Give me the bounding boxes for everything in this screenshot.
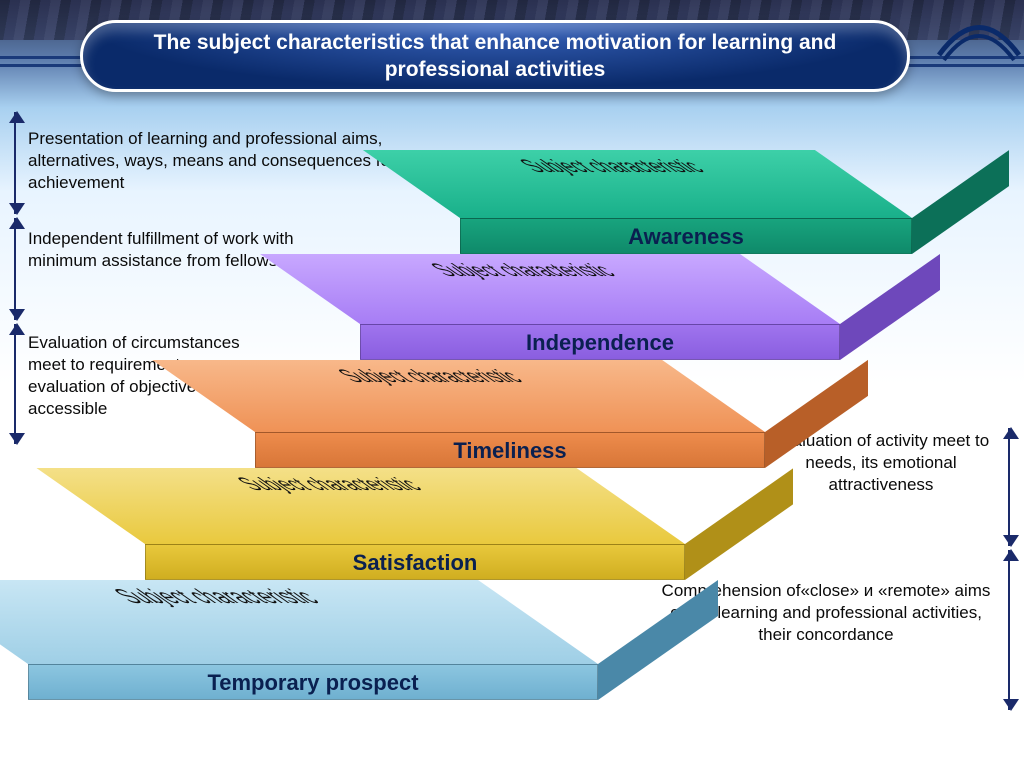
slab-sublabel: Subject characteristic <box>330 366 530 386</box>
slab-sublabel: Subject characteristic <box>229 474 429 494</box>
slab-side <box>912 150 1009 254</box>
slab-label: Temporary prospect <box>207 670 418 695</box>
bracket-satisfaction <box>1008 428 1010 546</box>
diagram-stage: Presentation of learning and professiona… <box>0 110 1024 768</box>
slab-top: Subject characteristic <box>36 468 685 544</box>
slab-front: Timeliness <box>255 432 765 468</box>
logo-arc-icon <box>934 10 1024 70</box>
slab-label: Satisfaction <box>353 550 478 575</box>
bracket-awareness <box>14 112 16 214</box>
slab-front: Temporary prospect <box>28 664 598 700</box>
slab-sublabel: Subject characteristic <box>512 156 712 176</box>
slab-top: Subject characteristic <box>363 150 912 218</box>
slab-label: Independence <box>526 330 674 355</box>
slab-front: Independence <box>360 324 840 360</box>
slab-front: Awareness <box>460 218 912 254</box>
slab-top: Subject characteristic <box>260 254 840 324</box>
slab-label: Timeliness <box>453 438 566 463</box>
bracket-timeliness <box>14 324 16 444</box>
bracket-temporary-prospect <box>1008 550 1010 710</box>
slab-front: Satisfaction <box>145 544 685 580</box>
bracket-independence <box>14 218 16 320</box>
slab-sublabel: Subject characteristic <box>107 586 328 608</box>
slab-side <box>685 468 793 580</box>
slab-sublabel: Subject characteristic <box>423 260 623 280</box>
slab-label: Awareness <box>628 224 744 249</box>
page-title: The subject characteristics that enhance… <box>80 20 910 92</box>
slab-top: Subject characteristic <box>0 580 598 664</box>
slab-top: Subject characteristic <box>152 360 765 432</box>
desc-independence: Independent fulfillment of work with min… <box>28 228 308 272</box>
slab-side <box>840 254 940 360</box>
